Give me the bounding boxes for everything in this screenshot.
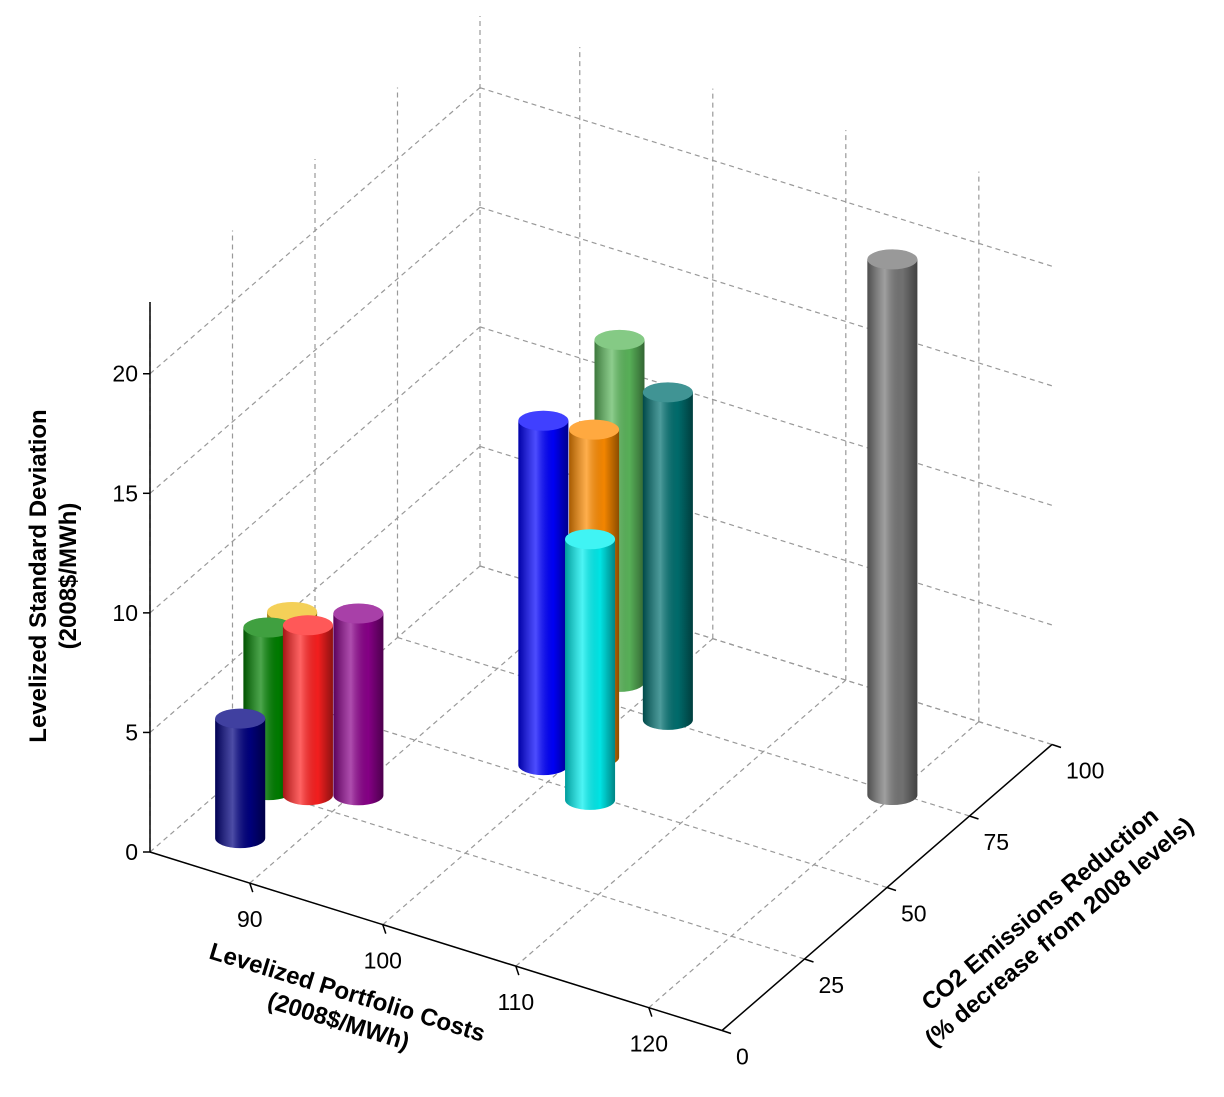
grid-line	[149, 206, 481, 494]
cylinder	[867, 249, 918, 806]
y-axis-label: CO2 Emissions Reduction(% decrease from …	[917, 802, 1199, 1052]
tick-mark	[382, 924, 387, 934]
cylinder-shade	[565, 539, 616, 810]
cylinder-top-shade	[215, 708, 266, 729]
cylinder-top	[867, 249, 918, 270]
cylinder-top-shade	[594, 329, 645, 350]
cylinder	[565, 529, 616, 810]
cylinder-shade	[642, 392, 693, 730]
cylinder-top	[569, 419, 620, 440]
cylinder-top	[594, 329, 645, 350]
cylinder-shade	[215, 718, 266, 849]
grid-line	[479, 206, 1053, 387]
cylinder-top-shade	[518, 410, 569, 431]
z-axis-label-line: Levelized Standard Deviation	[25, 409, 52, 742]
x-tick-label: 100	[364, 948, 402, 974]
cylinder-top	[215, 708, 266, 729]
cylinder-top-shade	[243, 617, 294, 638]
grid-line	[479, 87, 1053, 267]
y-axis-label-line: CO2 Emissions Reduction	[917, 802, 1164, 1016]
z-axis-label-line: (2008$/MWh)	[55, 503, 82, 650]
grid-line	[149, 326, 481, 614]
grid-line	[149, 445, 481, 733]
z-tick-label: 5	[125, 719, 138, 745]
cylinder-shade	[282, 625, 333, 806]
y-tick-label: 25	[819, 972, 845, 998]
y-tick-label: 75	[984, 829, 1010, 855]
cylinder	[642, 382, 693, 730]
tick-mark	[249, 882, 254, 893]
y-tick-label: 0	[736, 1044, 749, 1070]
cylinder-top	[642, 382, 693, 403]
cylinder	[518, 410, 569, 776]
cylinder-top	[565, 529, 616, 550]
grid-line	[515, 679, 847, 967]
tick-mark	[721, 1029, 732, 1035]
cylinder-shade	[333, 613, 384, 806]
cylinder-top	[243, 617, 294, 638]
z-tick-label: 15	[112, 480, 138, 506]
grid-line	[149, 87, 481, 375]
cylinder-top	[518, 410, 569, 431]
tick-mark	[886, 886, 897, 892]
cylinder-top-shade	[282, 615, 333, 636]
z-tick-label: 20	[112, 361, 138, 387]
cylinder-shade	[518, 420, 569, 776]
cylinder-top-shade	[565, 529, 616, 550]
x-axis	[149, 851, 723, 1032]
z-tick-label: 10	[112, 600, 138, 626]
cylinder-top	[333, 603, 384, 624]
cylinder-top-shade	[569, 419, 620, 440]
cylinder-top	[282, 615, 333, 636]
tick-mark	[648, 1007, 653, 1017]
tick-mark	[1051, 743, 1062, 749]
tick-mark	[804, 958, 814, 963]
y-tick-label: 50	[901, 901, 927, 927]
cylinder	[333, 603, 384, 806]
z-axis-label: Levelized Standard Deviation (2008$/MWh)	[25, 409, 82, 742]
grid-line	[479, 326, 1053, 506]
x-tick-label: 110	[497, 989, 534, 1015]
y-tick-label: 100	[1066, 758, 1104, 784]
cylinder-top-shade	[867, 249, 918, 270]
grid-line	[232, 779, 805, 960]
cylinder	[243, 617, 294, 801]
cylinder-top-shade	[333, 603, 384, 624]
cylinder-shade	[867, 259, 918, 806]
x-axis-label: Levelized Portfolio Costs(2008$/MWh)	[206, 938, 488, 1056]
cylinder-top-shade	[642, 382, 693, 403]
cylinder	[215, 708, 266, 849]
tick-mark	[515, 965, 520, 976]
cylinder	[282, 615, 333, 806]
x-tick-label: 90	[237, 906, 263, 932]
y-axis-label-line: (% decrease from 2008 levels)	[920, 812, 1199, 1052]
x-tick-label: 120	[630, 1031, 668, 1057]
z-tick-label: 0	[125, 839, 138, 865]
tick-mark	[969, 815, 979, 820]
